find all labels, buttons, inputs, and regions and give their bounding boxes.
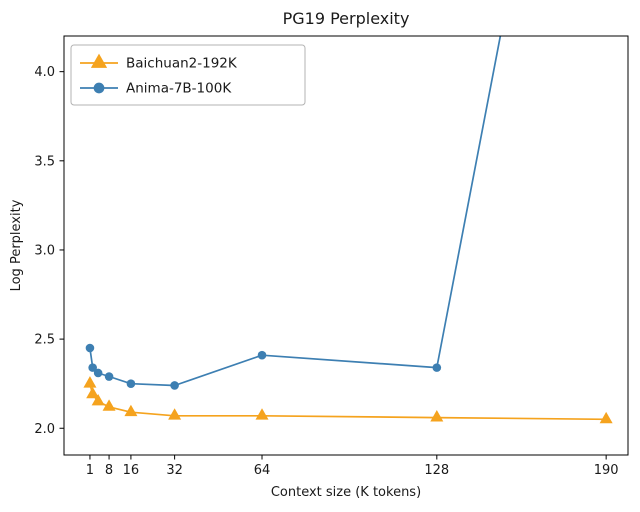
- series-marker-1: [88, 363, 97, 372]
- series-marker-0: [255, 408, 269, 420]
- x-axis-label: Context size (K tokens): [271, 485, 421, 500]
- x-tick-label: 8: [105, 463, 113, 478]
- series-marker-0: [599, 411, 613, 424]
- x-tick-label: 16: [123, 463, 140, 478]
- y-tick-label: 3.5: [34, 154, 55, 169]
- series-marker-1: [170, 381, 179, 390]
- series-marker-1: [104, 372, 114, 381]
- y-tick-label: 2.5: [34, 333, 55, 348]
- series-marker-0: [168, 408, 182, 420]
- legend-marker-1: [93, 82, 105, 94]
- series-marker-1: [85, 343, 95, 353]
- series-marker-0: [430, 410, 444, 422]
- plot-border: [63, 35, 629, 456]
- series-marker-0: [83, 376, 97, 388]
- x-tick-label: 190: [594, 463, 619, 478]
- series-marker-1: [126, 379, 136, 388]
- legend-marker-0: [90, 53, 108, 68]
- y-tick-label: 2.0: [34, 422, 55, 437]
- legend-label-0: Baichuan2-192K: [126, 56, 238, 72]
- series-marker-1: [432, 363, 442, 372]
- series-marker-0: [91, 394, 105, 406]
- series-marker-1: [93, 368, 103, 378]
- y-axis-label: Log Perplexity: [9, 199, 24, 291]
- series-marker-0: [86, 386, 100, 399]
- x-tick-label: 1: [86, 463, 94, 478]
- x-tick-label: 32: [166, 463, 183, 478]
- chart-title: PG19 Perplexity: [283, 9, 410, 28]
- series-group: [83, 36, 613, 424]
- series-marker-0: [124, 404, 138, 417]
- y-tick-label: 3.0: [34, 243, 55, 258]
- series-marker-0: [102, 399, 116, 411]
- legend-box: [70, 44, 306, 106]
- x-tick-label: 64: [254, 463, 271, 478]
- series-marker-1: [257, 350, 267, 360]
- legend-label-1: Anima-7B-100K: [126, 81, 232, 97]
- x-tick-label: 128: [424, 463, 449, 478]
- legend: Baichuan2-192K Anima-7B-100K: [70, 44, 306, 106]
- y-tick-label: 4.0: [34, 65, 55, 80]
- series-line-0: [89, 382, 608, 421]
